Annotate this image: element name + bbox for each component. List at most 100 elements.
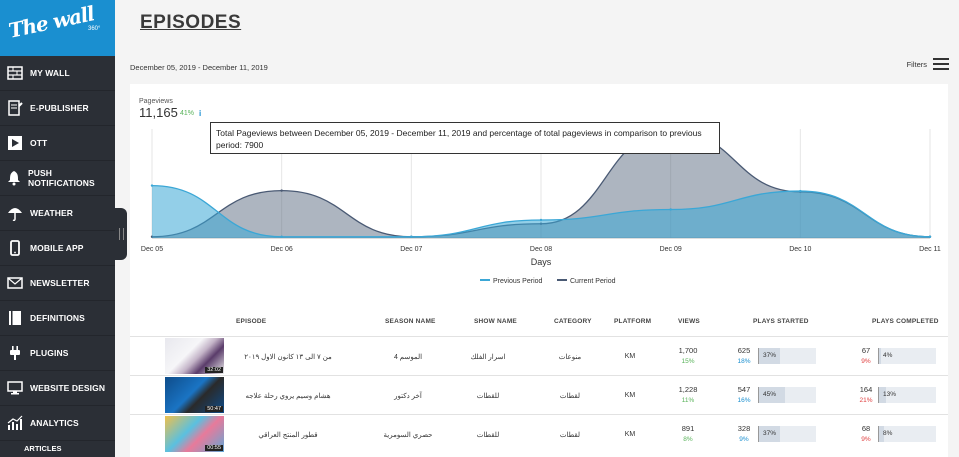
header-views[interactable]: VIEWS [678,318,700,325]
sidebar-item-analytics[interactable]: ANALYTICS [0,406,115,441]
x-tick-label: Dec 09 [660,246,682,253]
data-point [410,235,413,238]
sidebar-item-newsletter[interactable]: NEWSLETTER [0,266,115,301]
plays-completed-bar-label: 4% [883,352,893,359]
show-name: للقطات [476,393,500,400]
plays-completed-count: 67 [861,346,871,355]
pageviews-chart-panel: Pageviews 11,165 41% i Total Pageviews b… [130,84,948,306]
pageviews-tooltip: Total Pageviews between December 05, 201… [210,122,720,154]
plays-started-bar-label: 37% [763,352,777,359]
series-area-previous-period [152,185,930,238]
sidebar-item-label: NEWSLETTER [30,278,90,288]
pageviews-value: 11,165 [139,105,178,120]
plays-started-bar: 37% [758,348,816,364]
views-count: 1,700 [678,346,698,355]
views-count: 1,228 [678,385,698,394]
plays-completed-bar: 8% [878,426,936,442]
legend-label: Previous Period [493,278,543,285]
header-platform[interactable]: PLATFORM [614,318,652,325]
header-category[interactable]: CATEGORY [554,318,592,325]
show-name: اسرار الفلك [470,354,506,361]
category: لقطات [559,393,581,400]
sidebar-item-label: PUSH NOTIFICATIONS [27,168,95,188]
pageviews-percent: 41% [180,110,195,117]
season-name: الموسم 4 [393,354,423,361]
sidebar-collapse-handle[interactable] [115,208,127,260]
sidebar-item-label: OTT [30,138,48,148]
table-row[interactable]: 50:47 هشام وسيم يروي رحلة علاجه آخر دكتور ل… [130,375,948,414]
plays-started-bar-label: 45% [763,391,777,398]
x-axis-label: Days [531,257,552,267]
header-episode[interactable]: EPISODE [236,318,267,325]
data-point [669,208,672,211]
episode-title[interactable]: قطور المنتج العراقي [258,432,318,439]
plays-started-bar-label: 37% [763,430,777,437]
brick-wall-icon [0,65,30,81]
filters-button[interactable]: Filters [907,58,949,70]
sidebar-item-ott[interactable]: OTT [0,126,115,161]
views-percent: 8% [683,436,693,443]
data-point [280,189,283,192]
plays-started-bar: 45% [758,387,816,403]
analytics-chart-icon [0,415,30,431]
show-name: للقطات [476,432,500,439]
x-tick-label: Dec 07 [400,246,422,253]
episode-title[interactable]: من ٧ الى ١٣ كانون الاول ٢٠١٩ [244,354,332,361]
plays-completed-percent: 9% [861,358,871,365]
episode-duration: 00:55 [205,445,223,451]
sidebar-subitem-articles[interactable]: ARTICLES [24,444,62,453]
sidebar-item-mobile-app[interactable]: MOBILE APP [0,231,115,266]
info-icon[interactable]: i [199,109,202,118]
episode-thumbnail[interactable]: 32:02 [165,338,224,374]
header-plays-started[interactable]: PLAYS STARTED [753,318,809,325]
sidebar-item-definitions[interactable]: DEFINITIONS [0,301,115,336]
plug-icon [0,345,30,361]
sidebar-item-label: MOBILE APP [30,243,84,253]
category: منوعات [558,354,582,361]
episode-duration: 32:02 [205,367,223,373]
document-edit-icon [0,100,30,116]
category: لقطات [559,432,581,439]
season-name: حصري السومرية [383,432,433,439]
plays-started-percent: 18% [737,358,751,365]
data-point [928,235,932,238]
table-row[interactable]: 00:55 قطور المنتج العراقي حصري السومرية للق… [130,414,948,453]
bell-icon [0,170,28,186]
episode-title[interactable]: هشام وسيم يروي رحلة علاجه [245,393,331,400]
x-tick-label: Dec 08 [530,246,552,253]
sidebar-item-weather[interactable]: WEATHER [0,196,115,231]
platform: KM [624,353,636,360]
sidebar-item-my-wall[interactable]: MY WALL [0,56,115,91]
logo[interactable]: The wall 360° [0,0,115,56]
filters-label: Filters [906,59,927,69]
hamburger-menu-icon [933,58,949,70]
sidebar-item-website-design[interactable]: WEBSITE DESIGN [0,371,115,406]
book-icon [0,310,30,326]
header-plays-completed[interactable]: PLAYS COMPLETED [872,318,939,325]
sidebar-item-e-publisher[interactable]: E-PUBLISHER [0,91,115,126]
episode-thumbnail[interactable]: 00:55 [165,416,224,452]
season-name: آخر دكتور [394,393,422,400]
views-percent: 15% [681,358,695,365]
sidebar-item-label: PLUGINS [30,348,69,358]
sidebar-item-plugins[interactable]: PLUGINS [0,336,115,371]
play-screen-icon [0,135,30,151]
plays-started-percent: 16% [737,397,751,404]
date-range[interactable]: December 05, 2019 - December 11, 2019 [130,63,268,72]
table-row[interactable]: 32:02 من ٧ الى ١٣ كانون الاول ٢٠١٩ الموسم … [130,336,948,375]
logo-text: The wall [6,1,97,43]
plays-completed-count: 164 [859,385,873,394]
area-chart: Dec 05 Dec 06 Dec 07 Dec 08 Dec 09 Dec 10 Dec … [141,129,941,285]
data-point [150,184,154,187]
x-tick-label: Dec 11 [919,246,941,253]
plays-completed-percent: 9% [861,436,871,443]
views-percent: 11% [681,397,695,404]
header-show[interactable]: SHOW NAME [474,318,517,325]
umbrella-icon [0,205,30,221]
plays-started-percent: 9% [739,436,749,443]
header-season[interactable]: SEASON NAME [385,318,436,325]
sidebar-item-push-notifications[interactable]: PUSH NOTIFICATIONS [0,161,115,196]
episode-thumbnail[interactable]: 50:47 [165,377,224,413]
plays-completed-bar-label: 13% [883,391,897,398]
plays-completed-count: 68 [861,424,871,433]
